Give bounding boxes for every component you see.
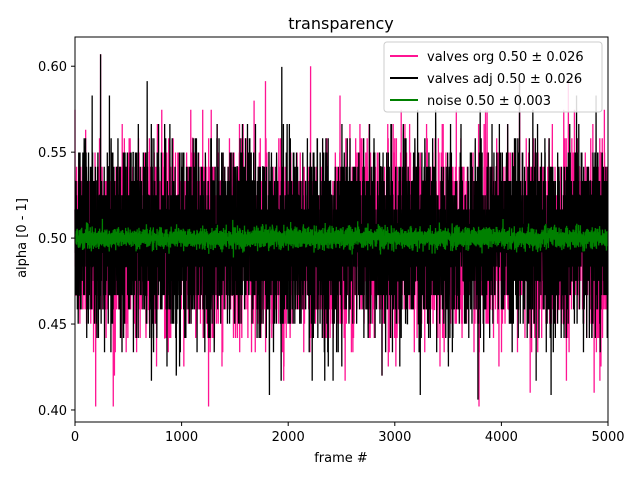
x-tick-label: 1000 <box>165 430 198 445</box>
y-tick-label: 0.60 <box>38 60 67 75</box>
axes-frame <box>74 36 609 423</box>
x-tick-label: 5000 <box>591 430 624 445</box>
chart-title: transparency <box>288 14 394 33</box>
x-tick-label: 2000 <box>272 430 305 445</box>
x-tick-label: 0 <box>71 430 79 445</box>
series-line-1 <box>74 54 609 400</box>
plot-area <box>74 54 609 407</box>
legend-entry: valves org 0.50 ± 0.026 <box>427 50 584 65</box>
legend: valves org 0.50 ± 0.026 valves adj 0.50 ±… <box>383 41 603 113</box>
y-axis: 0.40 0.45 0.50 0.55 0.60 <box>38 60 75 419</box>
series-line-2 <box>74 218 609 258</box>
x-tick-label: 4000 <box>485 430 518 445</box>
x-tick-label: 3000 <box>378 430 411 445</box>
x-axis-label: frame # <box>314 451 368 466</box>
legend-entry: valves adj 0.50 ± 0.026 <box>427 72 582 87</box>
y-axis-label: alpha [0 - 1] <box>15 198 30 278</box>
legend-entry: noise 0.50 ± 0.003 <box>427 94 551 109</box>
x-axis: 0 1000 2000 3000 4000 5000 <box>71 422 625 445</box>
y-tick-label: 0.45 <box>38 318 67 333</box>
y-tick-label: 0.40 <box>38 404 67 419</box>
y-tick-label: 0.50 <box>38 232 67 247</box>
legend-box <box>383 41 603 113</box>
y-tick-label: 0.55 <box>38 146 67 161</box>
